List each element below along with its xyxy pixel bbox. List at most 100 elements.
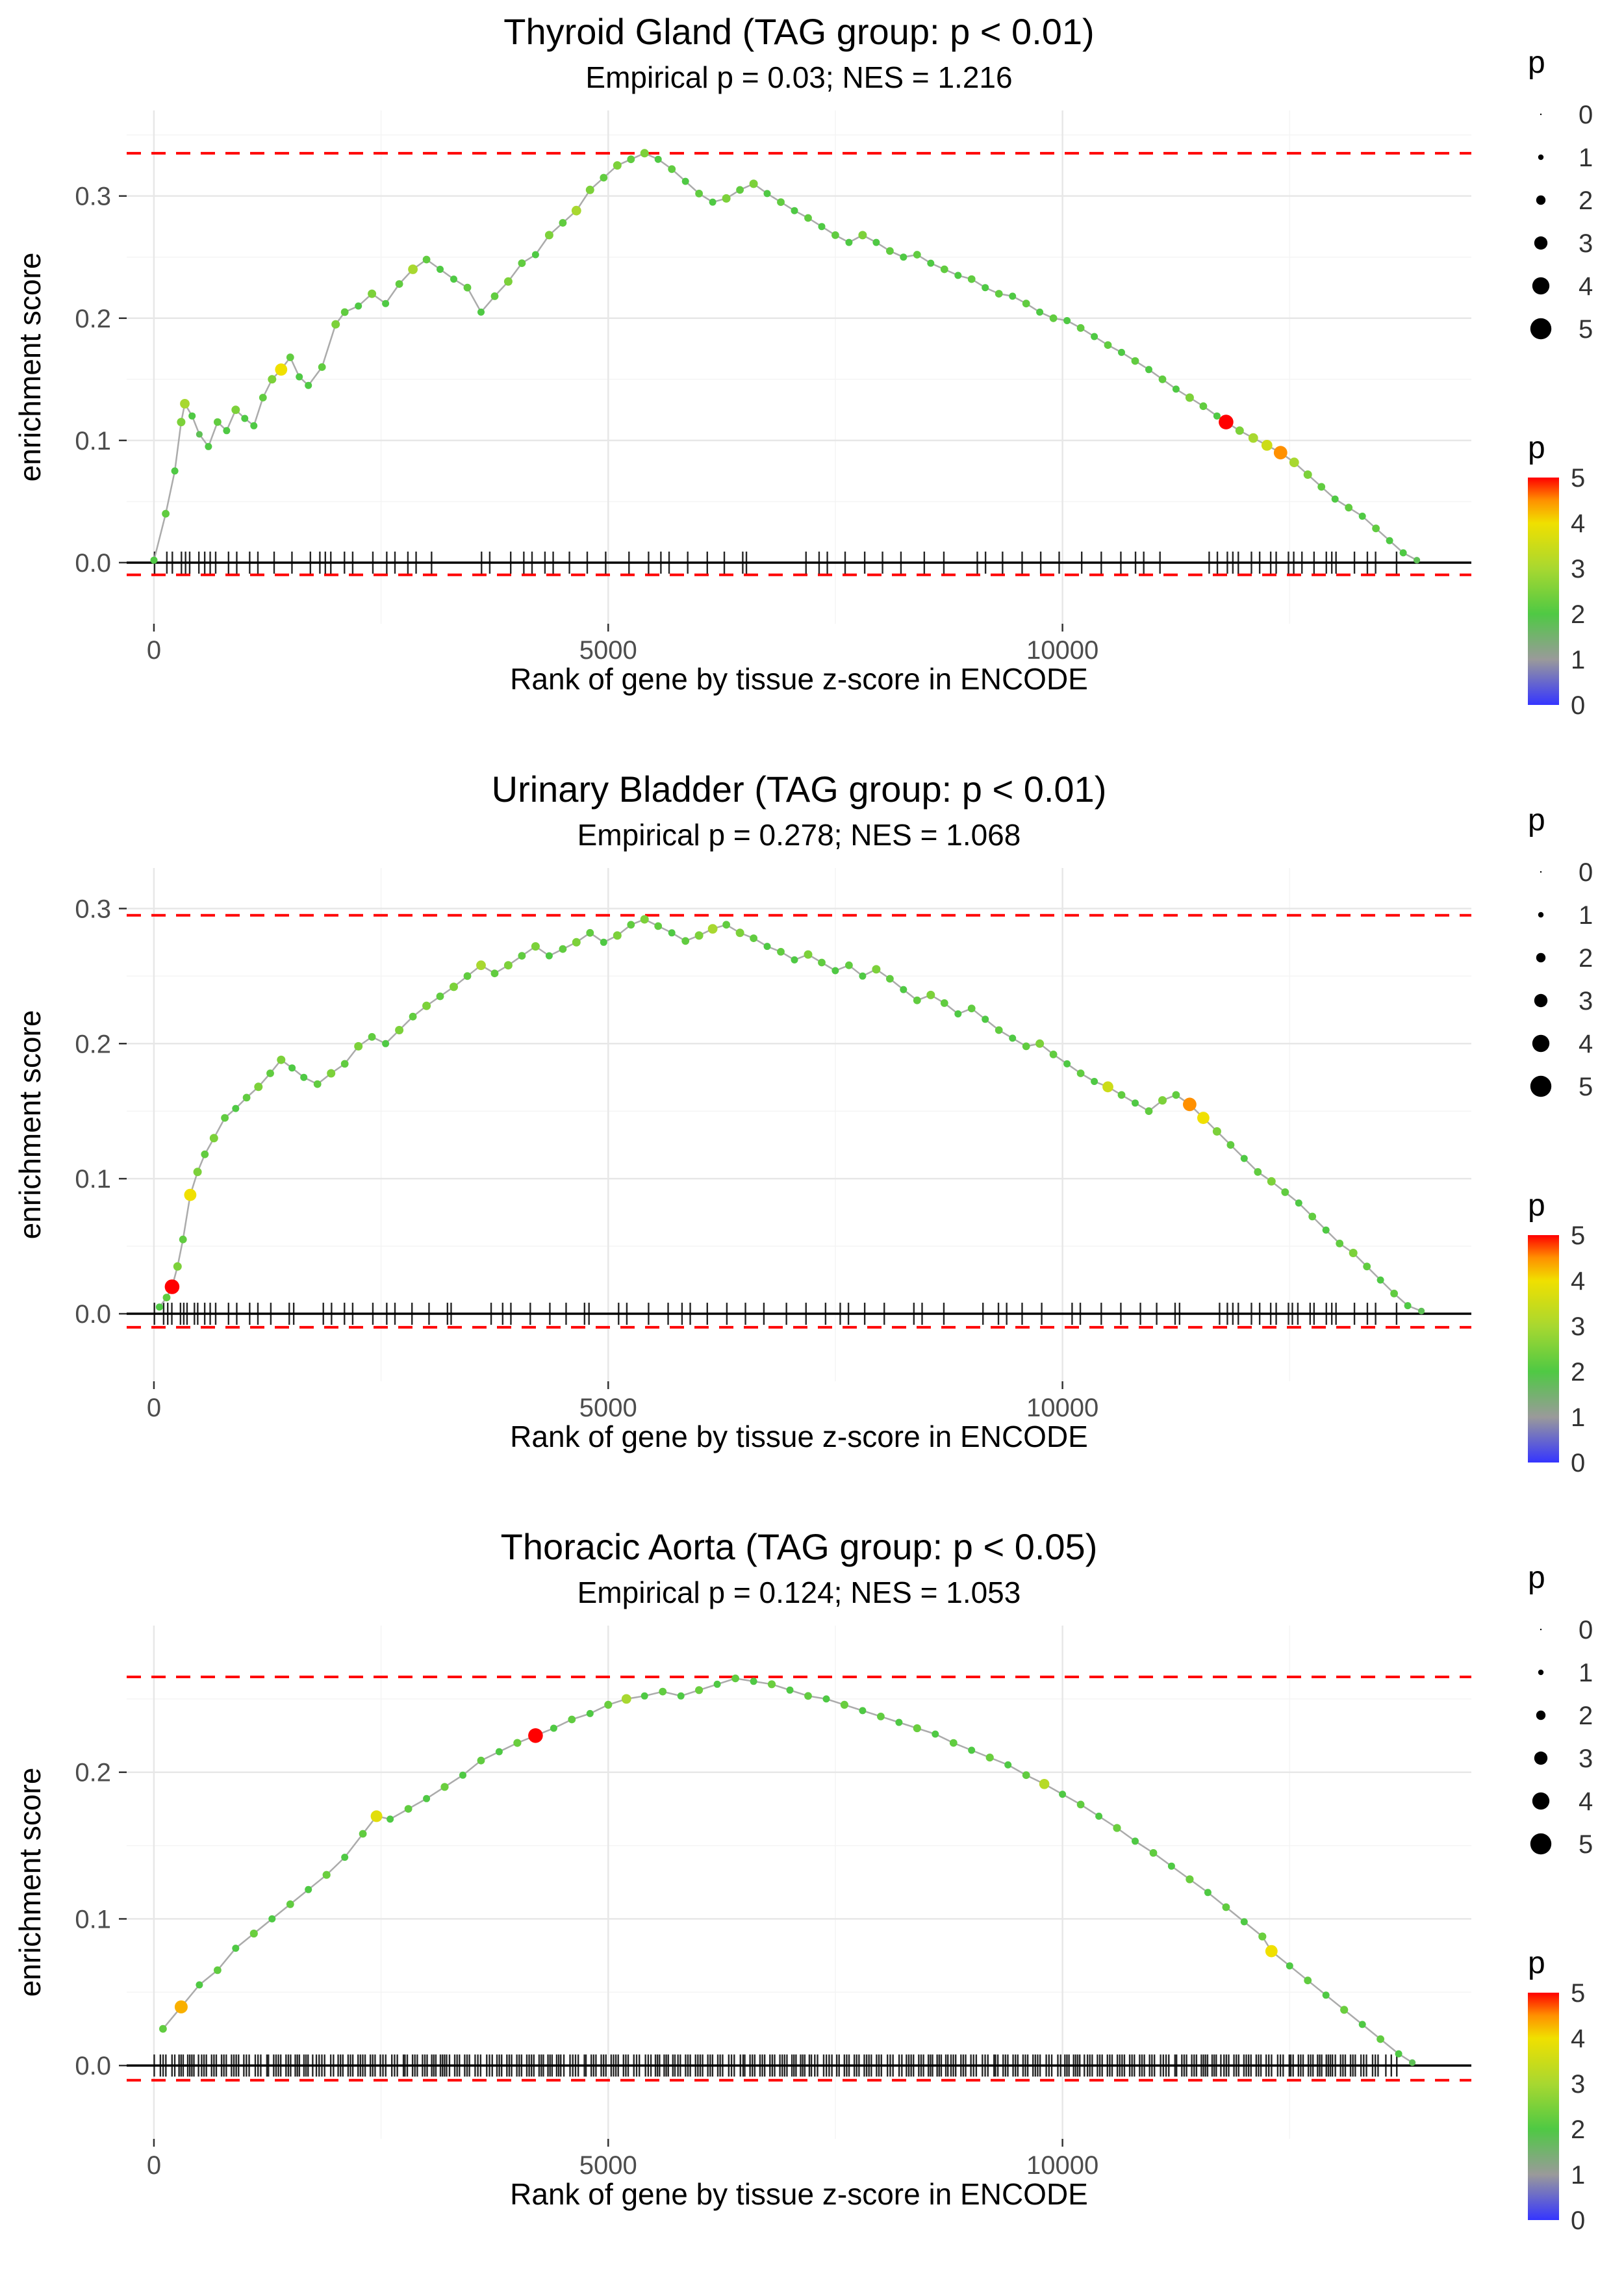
chart-subtitle: Empirical p = 0.03; NES = 1.216 [585,60,1013,94]
svg-text:5000: 5000 [579,1394,637,1422]
panel-urinary-bladder: Urinary Bladder (TAG group: p < 0.01) Em… [0,758,1624,1515]
svg-text:3: 3 [1571,2070,1585,2099]
svg-text:4: 4 [1579,272,1593,301]
svg-text:0: 0 [1579,1616,1593,1644]
svg-text:0: 0 [1579,101,1593,129]
colorbar-gradient [1528,1235,1559,1463]
colorbar-legend: p5 4 3 2 1 0 [1528,1188,1585,1477]
enrichment-curve [159,918,1422,1312]
enrichment-curve [162,1678,1413,2063]
svg-text:0.0: 0.0 [75,549,111,578]
colorbar-legend: p5 4 3 2 1 0 [1528,431,1585,720]
svg-text:0.1: 0.1 [75,427,111,455]
panel-thoracic-aorta: Thoracic Aorta (TAG group: p < 0.05) Emp… [0,1515,1624,2273]
svg-text:3: 3 [1579,1744,1593,1773]
chart-subtitle: Empirical p = 0.278; NES = 1.068 [577,818,1021,852]
svg-text:0.0: 0.0 [75,1300,111,1329]
svg-text:5: 5 [1571,464,1585,492]
svg-text:2: 2 [1579,944,1593,973]
svg-text:0: 0 [147,2151,161,2180]
svg-text:0.2: 0.2 [75,1030,111,1058]
svg-text:5000: 5000 [579,636,637,665]
svg-text:10000: 10000 [1026,636,1098,665]
svg-text:0.1: 0.1 [75,1165,111,1194]
size-legend: p 0 1 2 3 4 5 [1528,803,1593,1101]
svg-text:0.1: 0.1 [75,1905,111,1934]
svg-text:5: 5 [1571,1221,1585,1250]
significance-dashed-lines [127,913,1471,1329]
grid-major [127,110,1471,624]
svg-text:4: 4 [1571,1267,1585,1296]
svg-text:5: 5 [1571,1979,1585,2008]
svg-text:1: 1 [1571,2161,1585,2190]
svg-text:0: 0 [1571,1449,1585,1477]
grid-minor [127,110,1471,624]
svg-text:0: 0 [1571,691,1585,720]
x-axis-label: Rank of gene by tissue z-score in ENCODE [510,662,1088,696]
svg-text:1: 1 [1571,646,1585,674]
svg-text:3: 3 [1571,1312,1585,1341]
colorbar-gradient [1528,1993,1559,2220]
svg-text:0: 0 [1571,2206,1585,2235]
chart-title: Urinary Bladder (TAG group: p < 0.01) [491,769,1107,810]
svg-text:4: 4 [1571,509,1585,538]
gene-rug [153,1303,1398,1325]
svg-text:0: 0 [147,636,161,665]
svg-text:0.3: 0.3 [75,183,111,211]
svg-text:0.3: 0.3 [75,895,111,923]
svg-text:0: 0 [147,1394,161,1422]
svg-text:p: p [1528,45,1545,80]
svg-text:1: 1 [1579,901,1593,930]
axes: 0 5000 10000 0.0 0.1 0.2 [75,1759,1098,2180]
grid-minor [127,868,1471,1381]
significance-dashed-lines [127,1676,1471,2082]
grid-major [127,868,1471,1381]
svg-text:4: 4 [1571,2025,1585,2053]
svg-text:5000: 5000 [579,2151,637,2180]
svg-text:p: p [1528,431,1545,465]
gene-points [155,915,1425,1314]
svg-text:4: 4 [1579,1030,1593,1058]
svg-text:0.0: 0.0 [75,2052,111,2080]
svg-text:1: 1 [1579,144,1593,172]
svg-text:5: 5 [1579,315,1593,344]
svg-text:5: 5 [1579,1830,1593,1859]
grid-minor [127,1626,1471,2139]
panel-thyroid-gland: Thyroid Gland (TAG group: p < 0.01) Empi… [0,0,1624,758]
svg-text:3: 3 [1571,555,1585,583]
grid-major [127,1626,1471,2139]
svg-text:3: 3 [1579,229,1593,258]
size-legend: p 0 1 2 3 4 5 [1528,1561,1593,1859]
x-axis-label: Rank of gene by tissue z-score in ENCODE [510,1420,1088,1453]
svg-text:2: 2 [1571,600,1585,629]
colorbar-legend: p5 4 3 2 1 0 [1528,1946,1585,2235]
svg-text:2: 2 [1571,2115,1585,2144]
chart-subtitle: Empirical p = 0.124; NES = 1.053 [577,1576,1021,1609]
svg-text:3: 3 [1579,987,1593,1016]
axes: 0 5000 10000 0.0 0.1 0.2 0.3 [75,183,1098,665]
gene-points [150,149,1421,564]
svg-text:0.2: 0.2 [75,1759,111,1787]
size-legend: p 0 1 2 3 4 5 [1528,45,1593,344]
gene-rug [153,2054,1398,2077]
svg-text:1: 1 [1579,1659,1593,1687]
svg-text:2: 2 [1579,186,1593,215]
svg-text:0: 0 [1579,858,1593,887]
svg-text:0.2: 0.2 [75,305,111,333]
gene-rug [153,551,1398,574]
svg-text:5: 5 [1579,1073,1593,1101]
svg-text:4: 4 [1579,1787,1593,1816]
chart-title: Thoracic Aorta (TAG group: p < 0.05) [500,1526,1098,1567]
svg-text:2: 2 [1579,1702,1593,1730]
x-axis-label: Rank of gene by tissue z-score in ENCODE [510,2177,1088,2211]
enrichment-curve [153,152,1417,561]
colorbar-gradient [1528,478,1559,705]
svg-text:1: 1 [1571,1403,1585,1432]
svg-text:10000: 10000 [1026,2151,1098,2180]
svg-text:2: 2 [1571,1358,1585,1386]
chart-title: Thyroid Gland (TAG group: p < 0.01) [503,11,1095,52]
axes: 0 5000 10000 0.0 0.1 0.2 0.3 [75,895,1098,1422]
